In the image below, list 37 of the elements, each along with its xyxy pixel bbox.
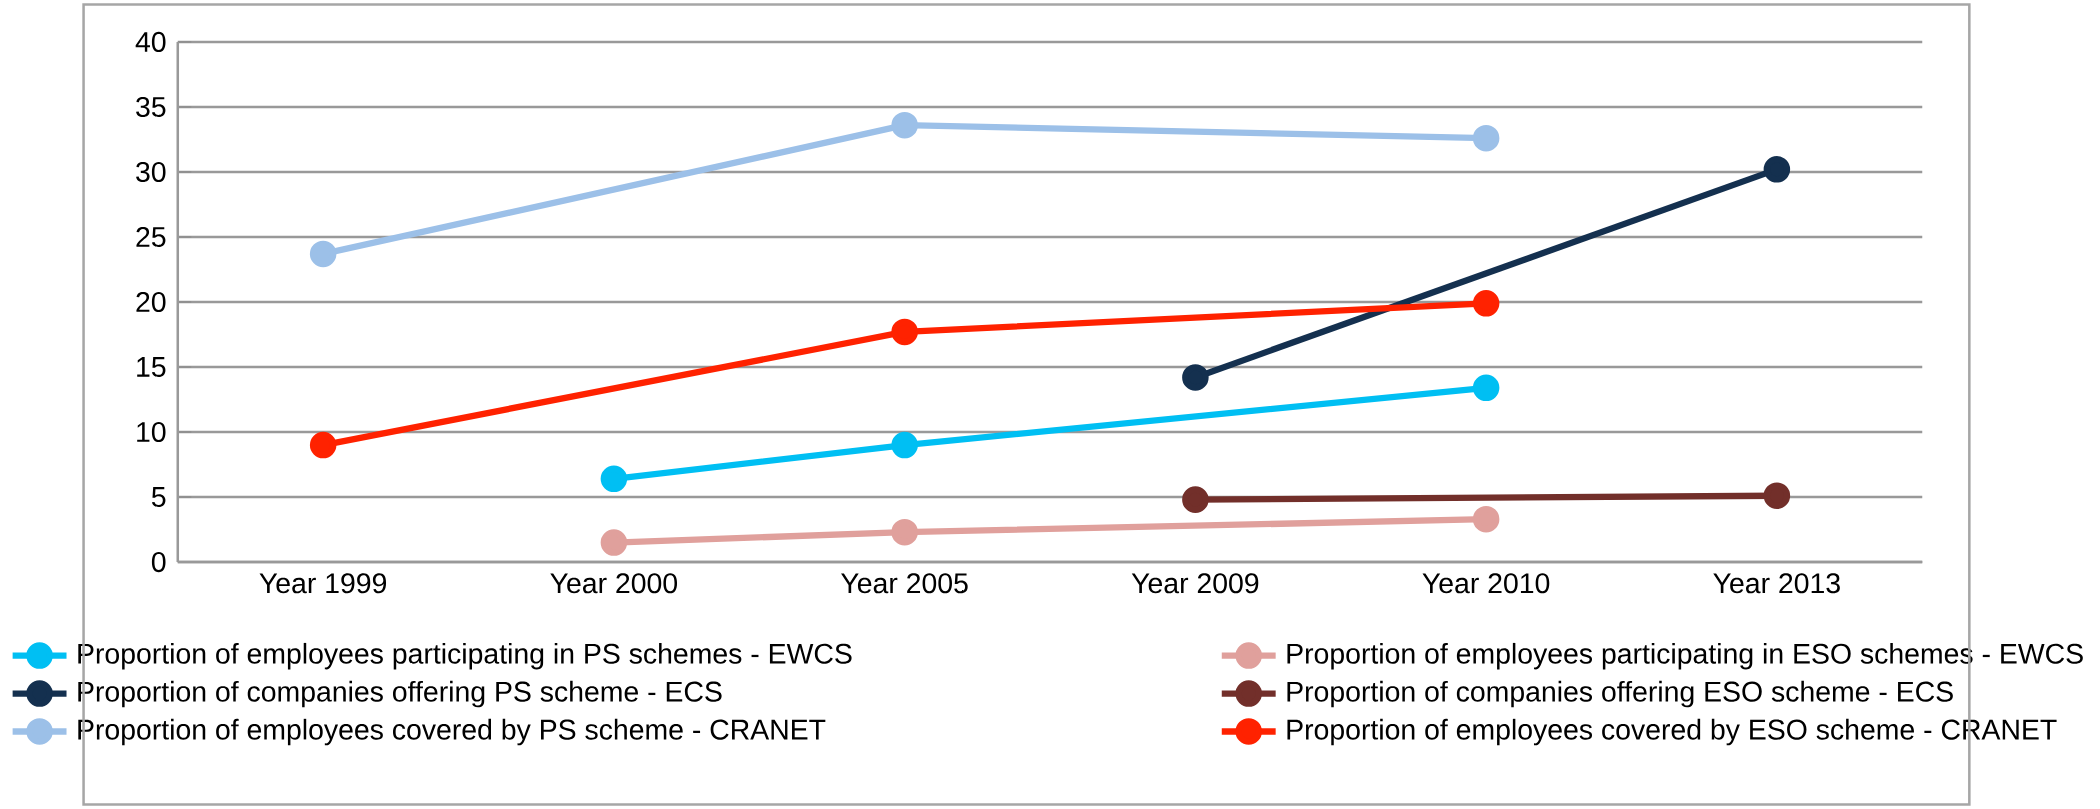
point: [891, 318, 918, 346]
point: [1763, 482, 1791, 510]
y-tick-label: 15: [137, 357, 166, 377]
y-tick-label: 0: [151, 552, 166, 573]
point: [1472, 290, 1500, 317]
legend-label: Proportion of employees participating in PS schemes - EWCS: [78, 642, 852, 670]
y-tick-label: 5: [151, 487, 166, 508]
x-tick-label: Year 2010: [1422, 573, 1550, 594]
point: [891, 111, 918, 139]
point: [1472, 124, 1500, 152]
y-tick-label: 20: [136, 291, 166, 313]
y-tick-label: 10: [137, 421, 166, 443]
point: [891, 518, 918, 546]
y-tick-label: 25: [136, 226, 166, 248]
legend-label: Proportion of companies offering PS scheme - ECS: [78, 680, 722, 708]
point: [891, 431, 918, 459]
point: [600, 529, 628, 556]
x-tick-label: Year 2009: [1131, 573, 1259, 594]
point: [309, 240, 337, 268]
y-tick-label: 40: [135, 31, 166, 53]
point: [1182, 364, 1209, 391]
point: [1472, 374, 1500, 402]
x-tick-label: Year 2013: [1713, 573, 1840, 594]
y-tick-label: 30: [136, 161, 166, 183]
point: [1182, 486, 1209, 513]
y-tick-label: 35: [136, 96, 166, 118]
x-tick-label: Year 1999: [259, 573, 387, 594]
legend-label: Proportion of employees covered by PS scheme - CRANET: [78, 718, 826, 746]
point: [1472, 505, 1500, 533]
legend-label: Proportion of companies offering ESO scheme - ECS: [1287, 680, 1953, 708]
point: [309, 431, 337, 459]
point: [600, 465, 628, 493]
legend-label: Proportion of employees covered by ESO scheme - CRANET: [1287, 718, 2057, 746]
x-tick-label: Year 2000: [550, 573, 678, 594]
x-tick-label: Year 2005: [841, 573, 968, 594]
point: [1763, 156, 1791, 183]
legend-label: Proportion of employees participating in ESO schemes - EWCS: [1287, 642, 2083, 670]
